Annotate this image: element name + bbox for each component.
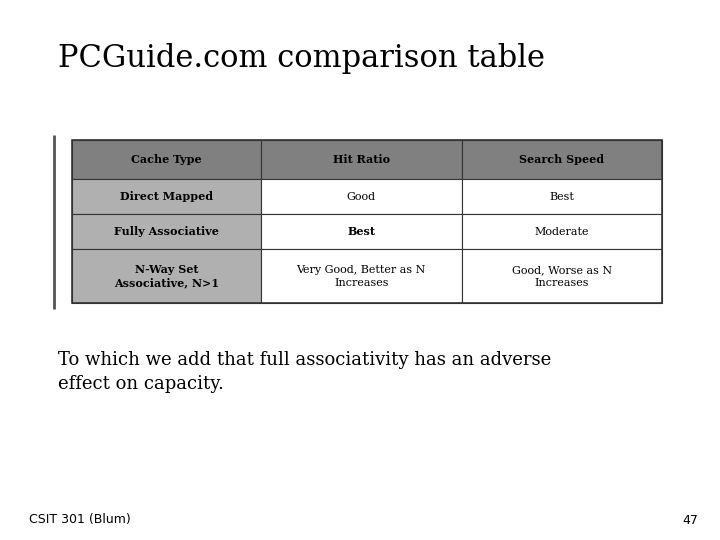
- Bar: [462, 140, 662, 179]
- Text: Hit Ratio: Hit Ratio: [333, 154, 390, 165]
- Bar: [72, 179, 261, 214]
- Text: 47: 47: [683, 514, 698, 526]
- Bar: [261, 179, 462, 214]
- Text: To which we add that full associativity has an adverse
effect on capacity.: To which we add that full associativity …: [58, 351, 551, 393]
- Bar: [72, 140, 261, 179]
- Text: Very Good, Better as N
Increases: Very Good, Better as N Increases: [297, 265, 426, 288]
- Text: Moderate: Moderate: [535, 227, 589, 237]
- Text: CSIT 301 (Blum): CSIT 301 (Blum): [29, 514, 130, 526]
- Bar: [72, 214, 261, 249]
- Text: Fully Associative: Fully Associative: [114, 226, 219, 238]
- Bar: [261, 140, 462, 179]
- Bar: [462, 179, 662, 214]
- Text: PCGuide.com comparison table: PCGuide.com comparison table: [58, 43, 544, 74]
- Text: Best: Best: [347, 226, 375, 238]
- Text: Good, Worse as N
Increases: Good, Worse as N Increases: [512, 265, 612, 288]
- Text: Good: Good: [347, 192, 376, 202]
- Text: Search Speed: Search Speed: [519, 154, 605, 165]
- Text: Best: Best: [549, 192, 575, 202]
- Text: Cache Type: Cache Type: [131, 154, 202, 165]
- Bar: [261, 214, 462, 249]
- Text: Direct Mapped: Direct Mapped: [120, 191, 213, 202]
- Text: N-Way Set
Associative, N>1: N-Way Set Associative, N>1: [114, 264, 219, 289]
- Bar: [462, 214, 662, 249]
